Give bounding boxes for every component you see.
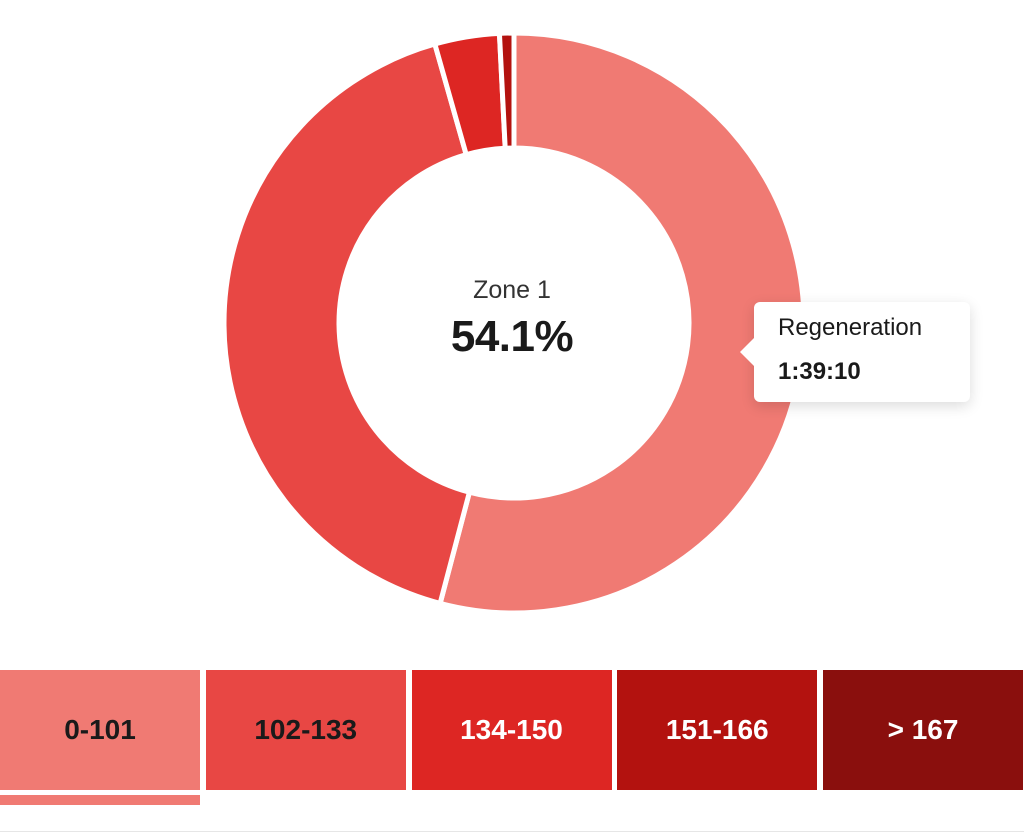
slice-tooltip: Regeneration 1:39:10: [740, 302, 970, 402]
tooltip-arrow-icon: [740, 338, 754, 366]
legend-selected-indicator: [0, 795, 200, 805]
tooltip-zone-name: Regeneration: [778, 314, 923, 341]
legend-item-4[interactable]: 151-166: [617, 670, 818, 790]
tooltip-duration: 1:39:10: [778, 358, 861, 385]
legend-item-2[interactable]: 102-133: [205, 670, 406, 790]
legend-item-label: 151-166: [665, 714, 769, 745]
bottom-divider: [0, 831, 1024, 832]
legend-item-label: 102-133: [254, 714, 358, 745]
legend-item-label: 134-150: [460, 714, 563, 745]
legend-item-5[interactable]: > 167: [823, 670, 1023, 790]
legend-item-3[interactable]: 134-150: [411, 670, 612, 790]
zone-legend: 0-101 102-133 134-150 151-166 > 167: [0, 670, 1024, 790]
center-zone-label: Zone 1: [473, 276, 551, 304]
legend-item-label: 0-101: [64, 714, 136, 745]
donut-slice-4[interactable]: [496, 30, 517, 151]
donut-slice-1[interactable]: [437, 30, 807, 616]
center-percentage: 54.1%: [450, 312, 574, 361]
zone-donut-chart: [221, 30, 807, 616]
legend-item-label: > 167: [887, 714, 959, 745]
legend-item-1[interactable]: 0-101: [0, 670, 200, 790]
donut-slice-2[interactable]: [221, 40, 473, 607]
